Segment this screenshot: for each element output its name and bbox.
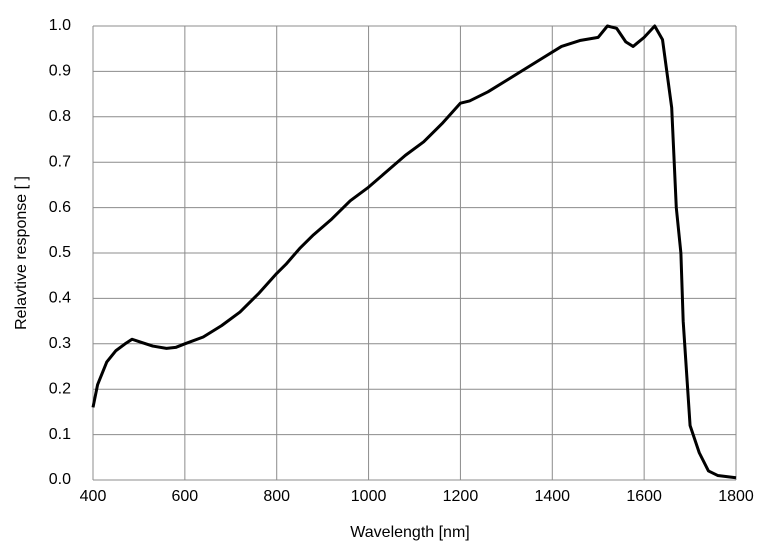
y-tick-label: 0.8: [49, 108, 71, 125]
y-tick-label: 0.4: [49, 290, 71, 307]
y-tick-label: 0.7: [49, 153, 71, 170]
y-tick-label: 0.0: [49, 471, 71, 488]
y-tick-label: 0.2: [49, 380, 71, 397]
y-tick-label: 0.5: [49, 244, 71, 261]
y-tick-label: 0.1: [49, 426, 71, 443]
y-tick-label: 0.9: [49, 63, 71, 80]
y-tick-label: 0.6: [49, 199, 71, 216]
x-tick-label: 400: [80, 488, 107, 505]
x-tick-label: 600: [172, 488, 199, 505]
x-axis-label: Wavelength [nm]: [350, 524, 469, 541]
x-tick-label: 1000: [351, 488, 387, 505]
x-tick-label: 1400: [534, 488, 570, 505]
x-tick-label: 1800: [718, 488, 754, 505]
data-line: [91, 24, 737, 480]
x-tick-label: 1600: [626, 488, 662, 505]
y-tick-label: 1.0: [49, 17, 71, 34]
y-axis-label: Relavtive response [ ]: [13, 176, 30, 330]
x-tick-label: 1200: [443, 488, 479, 505]
y-tick-label: 0.3: [49, 335, 71, 352]
x-tick-label: 800: [263, 488, 290, 505]
